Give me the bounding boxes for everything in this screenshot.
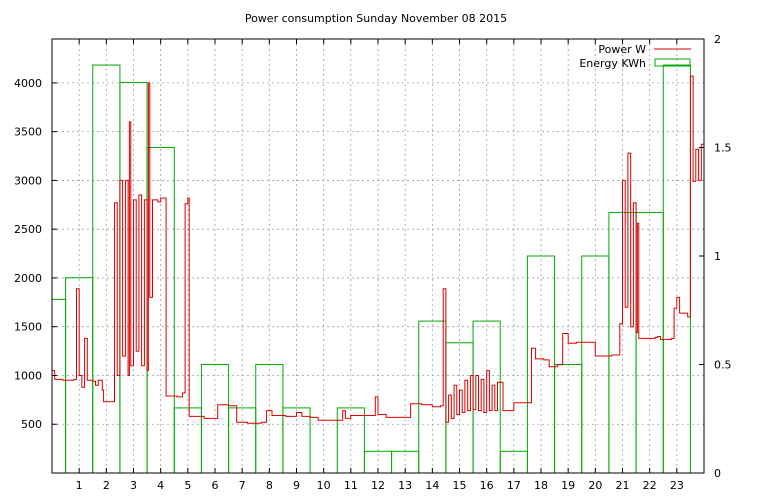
x-tick-label: 12 <box>371 479 385 492</box>
y-right-tick-label: 0.5 <box>714 359 732 372</box>
x-tick-label: 16 <box>480 479 494 492</box>
y-left-tick-label: 1500 <box>14 321 42 334</box>
x-tick-label: 13 <box>398 479 412 492</box>
x-tick-label: 10 <box>317 479 331 492</box>
y-left-tick-label: 1000 <box>14 369 42 382</box>
x-tick-label: 3 <box>130 479 137 492</box>
x-tick-label: 17 <box>507 479 521 492</box>
x-tick-label: 9 <box>293 479 300 492</box>
y-right-tick-label: 1 <box>714 250 721 263</box>
x-tick-label: 22 <box>643 479 657 492</box>
x-tick-label: 14 <box>425 479 439 492</box>
y-left-tick-label: 500 <box>21 418 42 431</box>
y-right-tick-label: 2 <box>714 33 721 46</box>
y-left-tick-label: 2000 <box>14 272 42 285</box>
y-left-tick-label: 2500 <box>14 223 42 236</box>
x-tick-label: 11 <box>344 479 358 492</box>
x-tick-label: 4 <box>157 479 164 492</box>
chart-title: Power consumption Sunday November 08 201… <box>245 12 507 25</box>
energy-bar <box>635 212 664 474</box>
x-tick-label: 19 <box>561 479 575 492</box>
ticks-layer: 1 2 3 4 5 6 7 8 9 10 11 12 13 14 15 16 17 18 19 20 21 22 23500… <box>14 33 732 492</box>
x-tick-label: 2 <box>103 479 110 492</box>
legend: Power W Energy KWh <box>579 43 691 70</box>
x-tick-label: 15 <box>453 479 467 492</box>
x-tick-label: 1 <box>76 479 83 492</box>
x-tick-label: 21 <box>616 479 630 492</box>
energy-bar <box>51 298 67 474</box>
x-tick-label: 18 <box>534 479 548 492</box>
x-tick-label: 8 <box>266 479 273 492</box>
power-line-layer <box>52 75 705 424</box>
y-left-tick-label: 3500 <box>14 126 42 139</box>
y-left-tick-label: 3000 <box>14 174 42 187</box>
x-tick-label: 23 <box>670 479 684 492</box>
energy-bars-layer <box>51 64 691 474</box>
legend-label-power: Power W <box>598 43 646 56</box>
x-tick-label: 5 <box>184 479 191 492</box>
x-tick-label: 7 <box>239 479 246 492</box>
x-tick-label: 6 <box>212 479 219 492</box>
legend-label-energy: Energy KWh <box>579 57 646 70</box>
power-series-line <box>52 75 705 424</box>
legend-swatch-energy <box>654 58 691 67</box>
y-right-tick-label: 0 <box>714 467 721 480</box>
y-right-tick-label: 1.5 <box>714 142 732 155</box>
y-left-tick-label: 4000 <box>14 77 42 90</box>
x-tick-label: 20 <box>588 479 602 492</box>
